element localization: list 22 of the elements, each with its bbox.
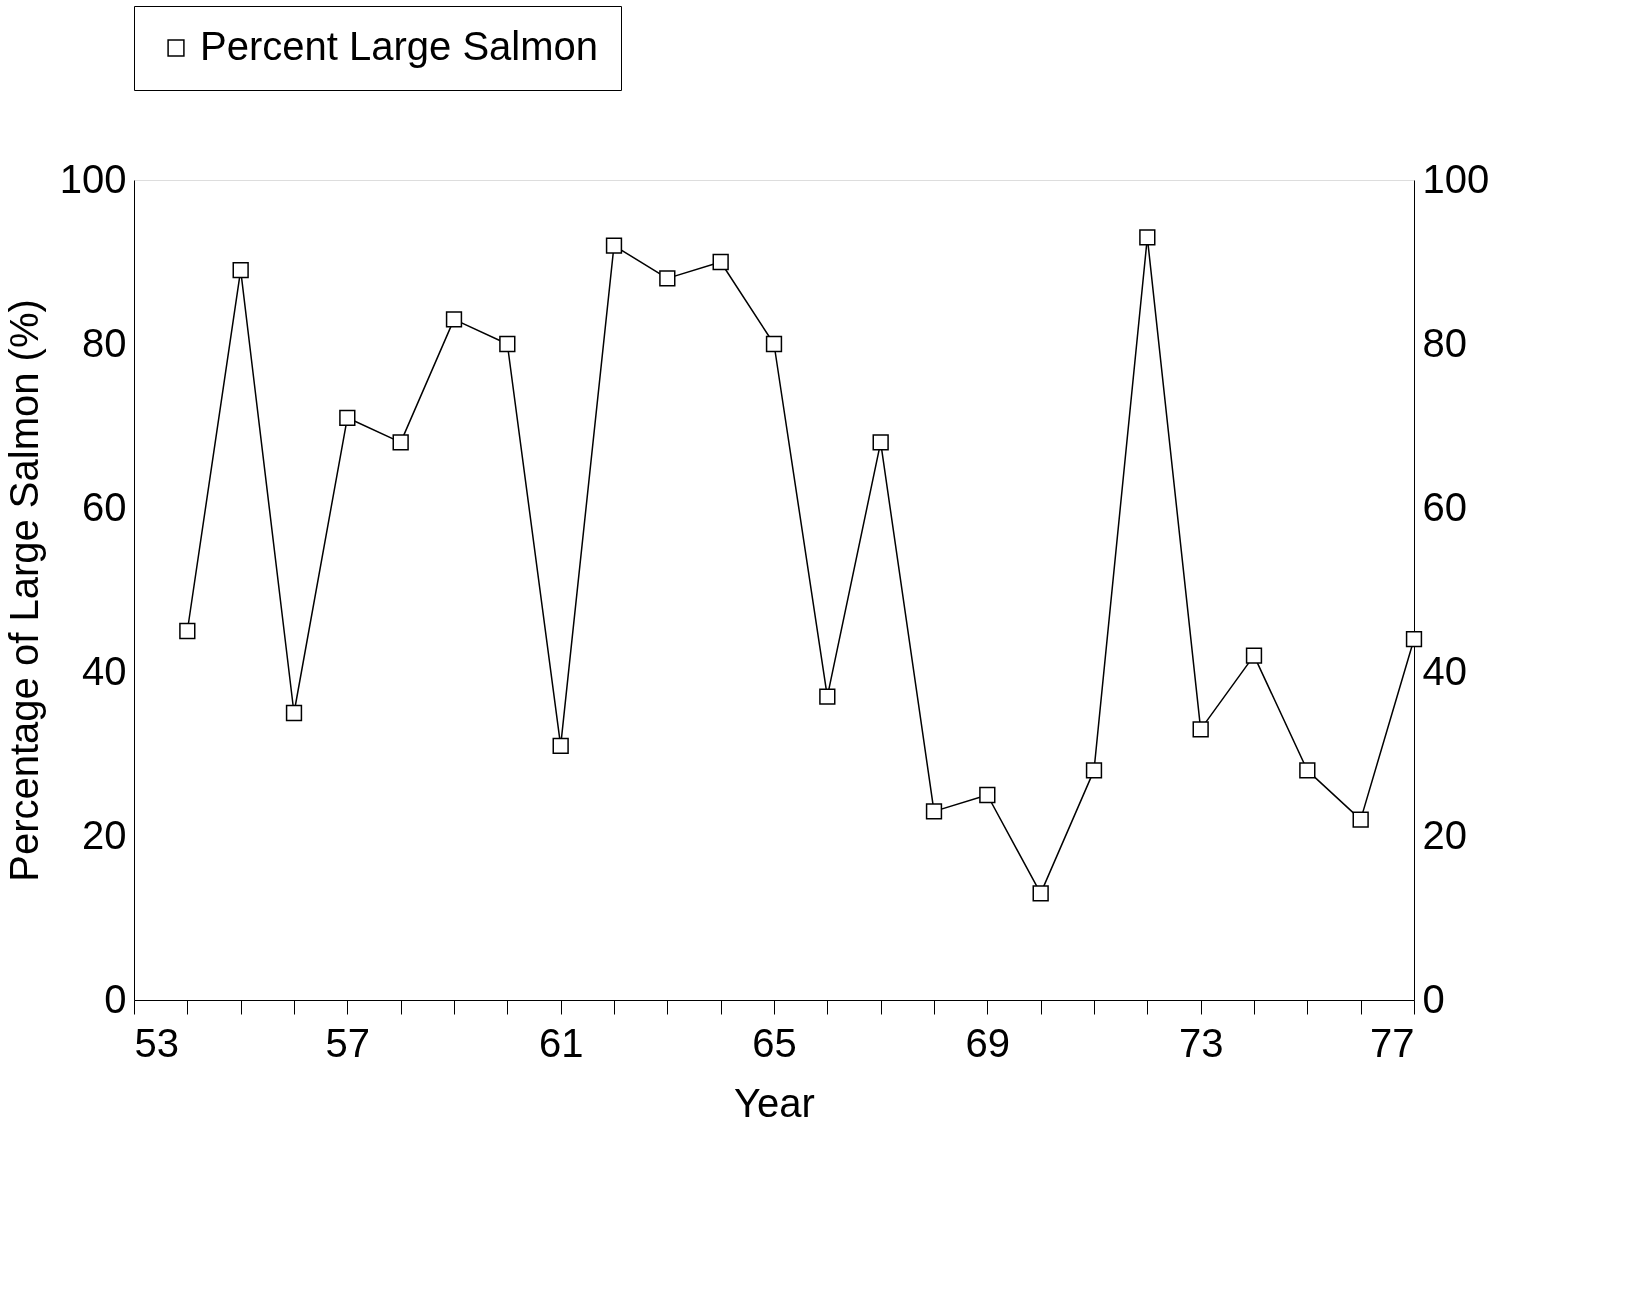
x-tick-label: 61 [538, 1020, 584, 1065]
y-tick-label: 40 [82, 648, 127, 693]
y2-tick-label: 0 [1422, 976, 1445, 1021]
x-tick-label: 77 [1370, 1020, 1415, 1065]
y-tick-label: 80 [82, 320, 127, 365]
y-tick-label: 100 [59, 156, 127, 201]
y2-tick-label: 60 [1422, 484, 1467, 529]
y2-tick-label: 80 [1422, 320, 1467, 365]
x-tick-label: 69 [965, 1020, 1011, 1065]
x-tick-label: 53 [134, 1020, 179, 1065]
y2-tick-label: 20 [1422, 812, 1467, 857]
y2-tick-label: 40 [1422, 648, 1467, 693]
y-axis-title: Percentage of Large Salmon (%) [1, 299, 46, 882]
x-axis-title: Year [734, 1080, 815, 1125]
x-tick-label: 65 [752, 1020, 797, 1065]
x-tick-label: 73 [1178, 1020, 1224, 1065]
y-tick-label: 20 [82, 812, 127, 857]
y-tick-label: 60 [82, 484, 127, 529]
y-tick-label: 0 [104, 976, 127, 1021]
legend-label: Percent Large Salmon [200, 24, 599, 68]
x-tick-label: 57 [325, 1020, 371, 1065]
y2-tick-label: 100 [1422, 156, 1490, 201]
